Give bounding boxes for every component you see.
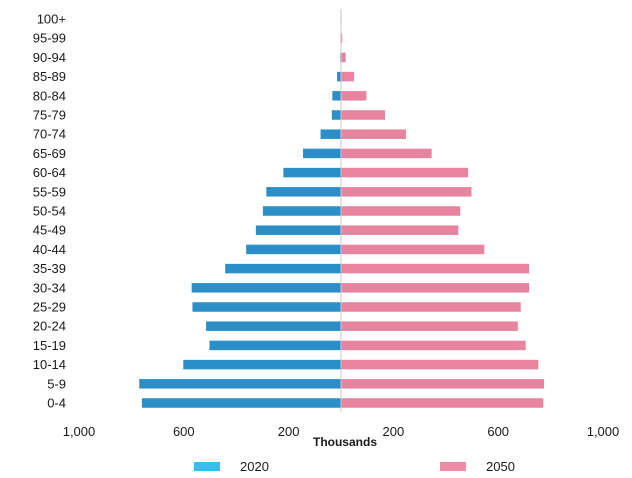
- bar-2020-75-79: [331, 110, 341, 120]
- x-tick-label: 1,000: [63, 424, 96, 439]
- x-tick-labels: 1,000 600 200 200 600 1,000: [63, 424, 620, 439]
- x-axis-title: Thousands: [313, 435, 377, 449]
- bar-2050-85-89: [341, 71, 355, 82]
- bar-2020-35-39: [225, 263, 341, 274]
- bar-2050-15-19: [341, 340, 526, 351]
- bar-2050-75-79: [341, 110, 386, 120]
- bar-2050-25-29: [341, 302, 521, 312]
- category-label: 70-74: [33, 127, 66, 142]
- series-2020-bars: [139, 14, 342, 408]
- category-label: 5-9: [47, 376, 66, 391]
- bar-2020-80-84: [332, 91, 341, 101]
- bar-2050-40-44: [341, 244, 485, 255]
- category-label: 55-59: [33, 184, 66, 199]
- bar-2050-5-9: [341, 379, 545, 389]
- x-tick-label: 200: [278, 424, 300, 439]
- legend-swatch-2050: [440, 461, 466, 471]
- bar-2020-55-59: [266, 187, 341, 197]
- bar-2050-20-24: [341, 321, 518, 331]
- legend-item-2050: 2050: [440, 456, 515, 476]
- bar-2020-0-4: [141, 398, 341, 408]
- category-label: 95-99: [33, 31, 66, 46]
- category-label: 85-89: [33, 69, 66, 84]
- bar-2020-15-19: [209, 340, 341, 351]
- category-label: 75-79: [33, 108, 66, 123]
- category-label: 20-24: [33, 319, 66, 334]
- bar-2050-45-49: [341, 225, 459, 235]
- category-label: 60-64: [33, 165, 66, 180]
- x-tick-label: 200: [383, 424, 405, 439]
- x-tick-label: 1,000: [587, 424, 620, 439]
- category-label: 10-14: [33, 357, 66, 372]
- bar-2020-40-44: [246, 244, 341, 255]
- category-label: 30-34: [33, 280, 66, 295]
- x-tick-label: 600: [173, 424, 195, 439]
- category-label: 25-29: [33, 300, 66, 315]
- bar-2020-60-64: [283, 167, 341, 178]
- bar-2020-85-89: [337, 71, 341, 82]
- legend-swatch-2020: [194, 461, 220, 471]
- category-label: 80-84: [33, 88, 66, 103]
- bar-2050-90-94: [341, 52, 346, 63]
- bar-2050-80-84: [341, 91, 367, 101]
- category-label: 100+: [37, 12, 66, 27]
- bar-2050-60-64: [341, 167, 469, 178]
- bar-2050-10-14: [341, 359, 539, 370]
- category-label: 90-94: [33, 50, 66, 65]
- category-label: 65-69: [33, 146, 66, 161]
- category-label: 15-19: [33, 338, 66, 353]
- bar-2020-50-54: [262, 206, 341, 216]
- bar-2020-5-9: [139, 379, 341, 389]
- bar-2020-25-29: [192, 302, 341, 312]
- category-label: 40-44: [33, 242, 66, 257]
- legend-label-2050: 2050: [486, 458, 515, 474]
- bar-2050-70-74: [341, 129, 406, 139]
- bar-2050-30-34: [341, 283, 530, 293]
- bar-2020-45-49: [255, 225, 341, 235]
- bar-2050-55-59: [341, 187, 472, 197]
- bar-2020-10-14: [183, 359, 341, 370]
- bar-2020-65-69: [303, 148, 341, 159]
- category-label: 45-49: [33, 223, 66, 238]
- bar-2020-20-24: [206, 321, 341, 331]
- series-2050-bars: [341, 14, 545, 408]
- category-label: 50-54: [33, 204, 66, 219]
- bar-2050-65-69: [341, 148, 432, 159]
- bar-2050-0-4: [341, 398, 544, 408]
- bar-2050-35-39: [341, 263, 530, 274]
- category-label: 0-4: [47, 396, 66, 411]
- category-labels: 100+ 95-99 90-94 85-89 80-84 75-79 70-74 65-69 6…: [33, 12, 66, 411]
- bar-2020-70-74: [320, 129, 341, 139]
- x-tick-label: 600: [487, 424, 509, 439]
- bar-2050-50-54: [341, 206, 461, 216]
- bar-2050-95-99: [341, 33, 343, 43]
- bar-2020-30-34: [191, 283, 341, 293]
- category-label: 35-39: [33, 261, 66, 276]
- legend-item-2020: 2020: [194, 456, 269, 476]
- legend-label-2020: 2020: [240, 458, 269, 474]
